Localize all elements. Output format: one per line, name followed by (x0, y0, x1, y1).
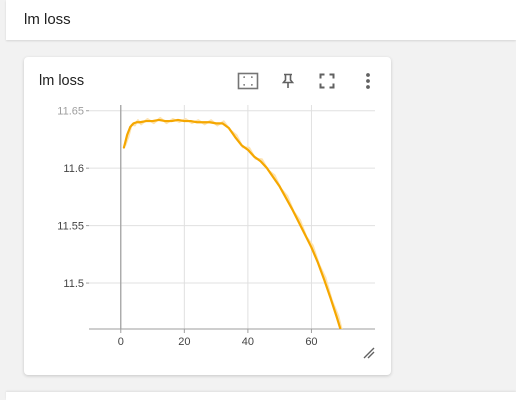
x-tick-label: 0 (118, 336, 124, 348)
x-tick-label: 40 (242, 336, 254, 348)
y-tick-label: 11.5 (63, 278, 84, 290)
y-tick-label: 11.55 (57, 221, 84, 233)
resize-handle[interactable] (362, 346, 376, 360)
y-tick-label: 11.6 (63, 163, 84, 175)
line-chart: 11.5 11.55 11.6 11.65 0 20 40 60 (24, 57, 391, 375)
next-card-edge (6, 392, 516, 400)
x-tick-labels: 0 20 40 60 (118, 336, 318, 348)
chart-grid (89, 105, 375, 329)
header-title: lm loss (24, 11, 71, 28)
chart-card: lm loss 11.5 11.55 11.6 11.65 0 20 40 60 (24, 57, 391, 375)
resize-icon (362, 346, 376, 360)
y-tick-label: 11.65 (57, 106, 84, 118)
y-tick-labels: 11.5 11.55 11.6 11.65 (57, 106, 84, 290)
x-tick-label: 60 (305, 336, 317, 348)
x-tick-label: 20 (178, 336, 190, 348)
header-bar: lm loss (6, 0, 516, 40)
series-line (124, 120, 343, 338)
